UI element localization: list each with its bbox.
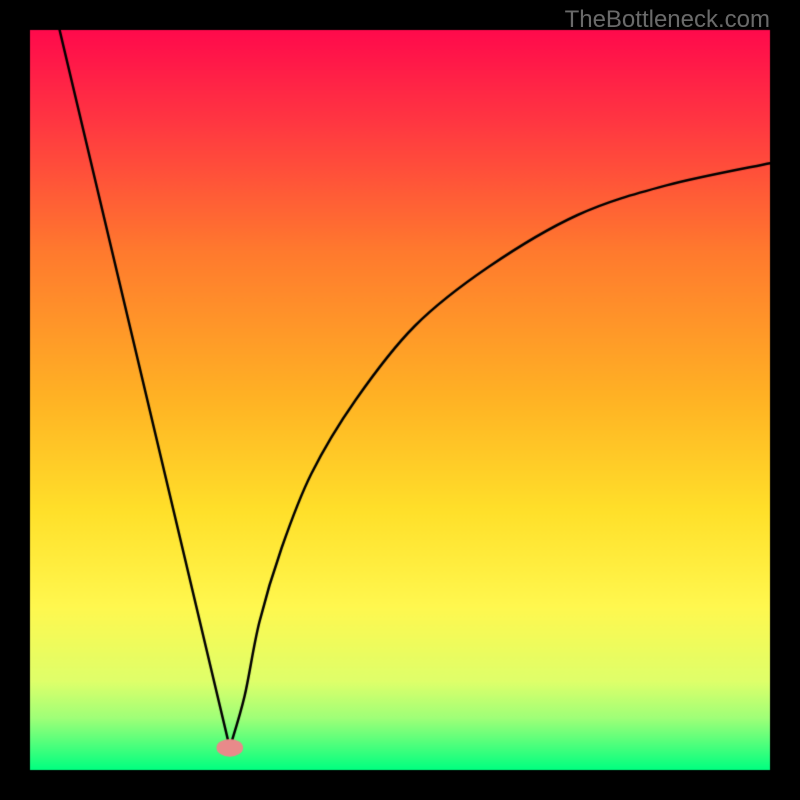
chart-container: TheBottleneck.com	[0, 0, 800, 800]
watermark-text: TheBottleneck.com	[565, 6, 770, 34]
bottleneck-chart	[0, 0, 800, 800]
